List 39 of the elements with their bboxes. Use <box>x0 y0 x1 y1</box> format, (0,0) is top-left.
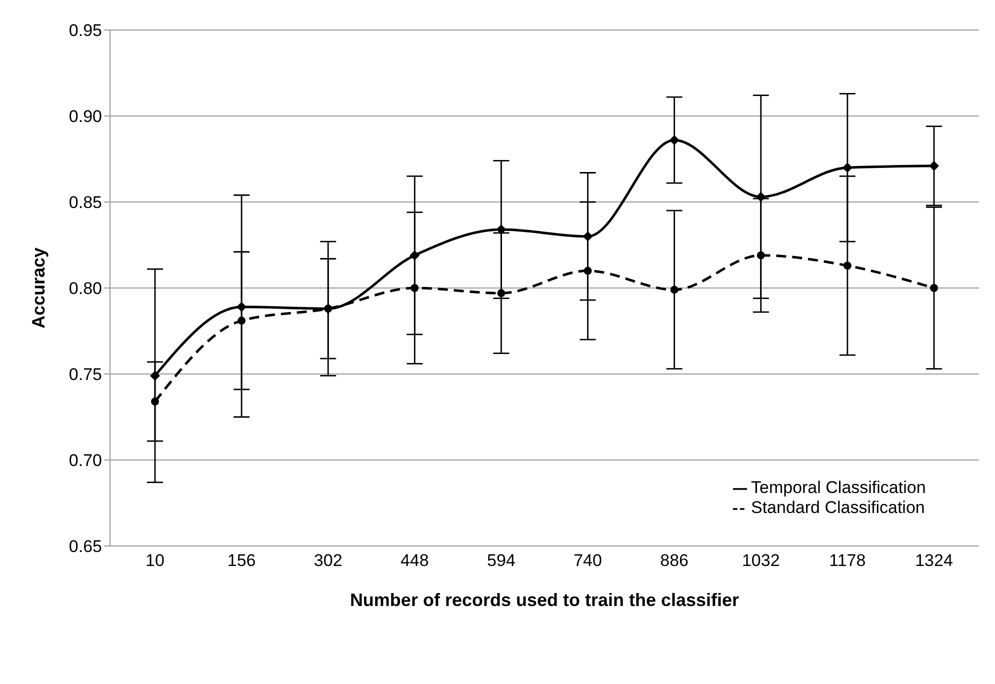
x-tick-label: 156 <box>227 551 256 570</box>
y-tick-label: 0.95 <box>68 21 102 40</box>
x-tick-label: 886 <box>660 551 689 570</box>
point <box>670 286 678 294</box>
point <box>842 162 852 173</box>
point <box>151 398 159 406</box>
point <box>756 251 765 260</box>
x-tick-label: 448 <box>400 551 429 570</box>
x-tick-label: 10 <box>146 551 164 570</box>
x-tick-label: 302 <box>314 551 342 570</box>
point <box>756 192 766 202</box>
point <box>669 135 680 146</box>
point <box>410 250 420 260</box>
point <box>150 370 160 381</box>
point <box>236 302 247 312</box>
x-tick-label: 594 <box>487 551 516 570</box>
legend-label: Temporal Classification <box>751 478 926 497</box>
point <box>929 160 939 171</box>
point <box>584 266 592 275</box>
legend-label: Standard Classification <box>751 498 925 517</box>
y-axis-title: Accuracy <box>28 247 48 329</box>
y-tick-label: 0.75 <box>68 365 102 384</box>
x-tick-label: 740 <box>574 551 602 570</box>
point <box>582 231 593 242</box>
point <box>843 262 852 270</box>
x-tick-label: 1324 <box>915 551 953 570</box>
y-tick-label: 0.85 <box>68 193 102 212</box>
point <box>410 284 419 292</box>
y-tick-label: 0.70 <box>68 451 102 470</box>
point <box>497 289 506 298</box>
x-tick-label: 1032 <box>742 551 780 570</box>
point <box>238 316 246 325</box>
point <box>496 224 506 235</box>
x-tick-label: 1178 <box>829 551 866 570</box>
y-tick-label: 0.65 <box>68 537 102 556</box>
x-axis-title: Number of records used to train the classifier <box>350 590 740 610</box>
y-tick-label: 0.90 <box>68 107 102 126</box>
point <box>930 284 938 292</box>
y-tick-label: 0.80 <box>68 279 102 298</box>
